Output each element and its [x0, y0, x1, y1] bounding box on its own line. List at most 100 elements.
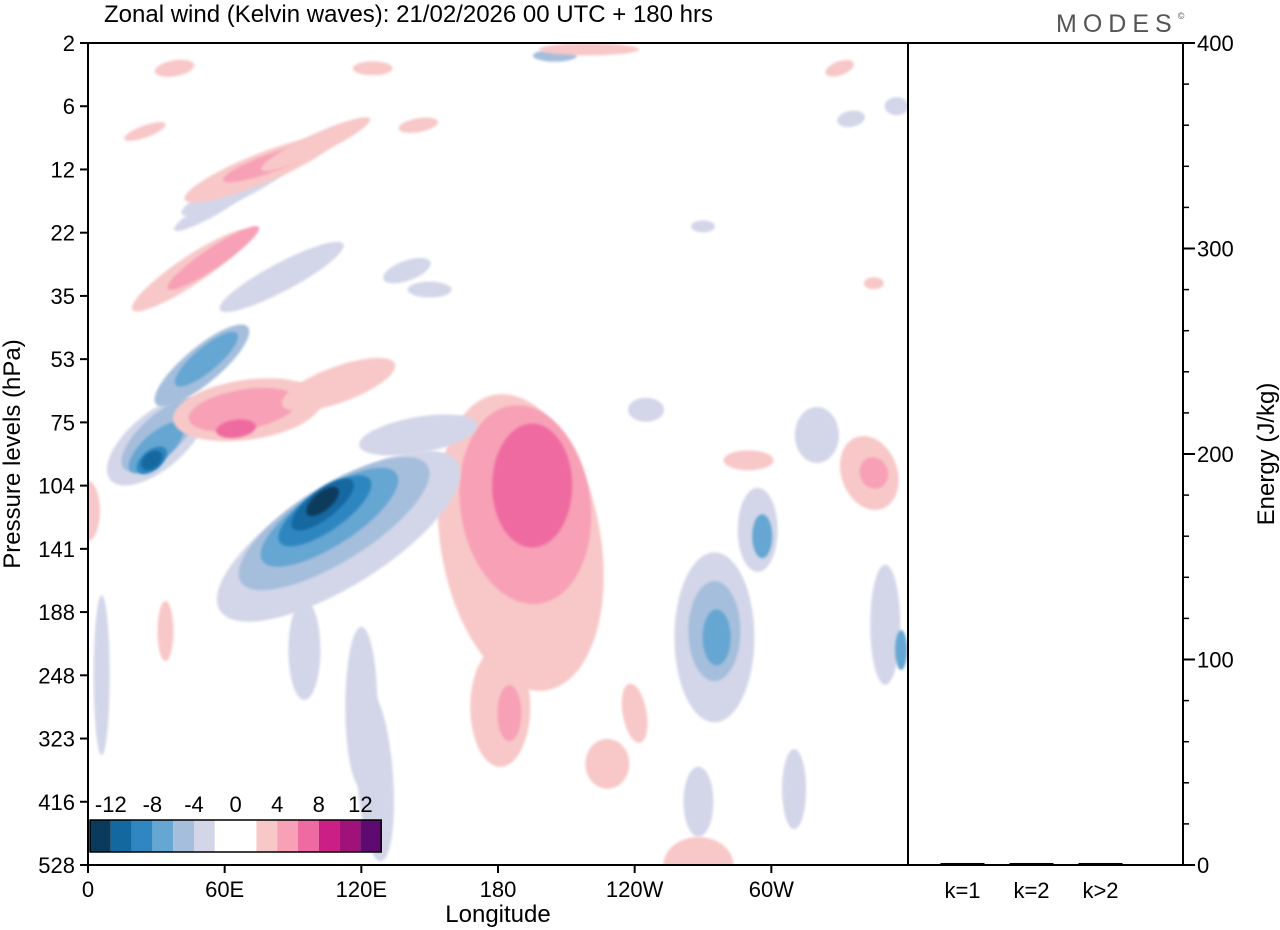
- wind-contour: [884, 97, 908, 116]
- wind-contour: [352, 61, 393, 76]
- energy-bar: [940, 862, 985, 865]
- wind-contour: [174, 331, 239, 387]
- x-tick-label: 120W: [606, 877, 664, 902]
- wind-contour: [281, 357, 396, 412]
- wind-contour: [124, 122, 166, 141]
- brand-logo: MODES©: [1056, 10, 1190, 38]
- wind-contour: [663, 837, 734, 865]
- colorbar-label: -12: [95, 792, 127, 817]
- chart-title: Zonal wind (Kelvin waves): 21/02/2026 00…: [104, 1, 713, 28]
- energy-tick-label: 200: [1197, 442, 1234, 467]
- wind-contour: [219, 241, 344, 313]
- energy-tick-label: 300: [1197, 237, 1234, 262]
- wind-contour: [870, 564, 901, 685]
- colorbar-swatch: [152, 820, 174, 852]
- colorbar-swatch: [256, 820, 278, 852]
- wind-contour: [167, 226, 260, 290]
- colorbar-swatch: [298, 820, 319, 852]
- y-tick-label: 416: [38, 790, 75, 815]
- y-tick-label: 2: [63, 31, 75, 56]
- wind-contour: [723, 450, 774, 471]
- wind-contour: [288, 600, 321, 701]
- x-tick-label: 0: [82, 877, 94, 902]
- wind-contour: [837, 110, 865, 128]
- wind-contour: [383, 257, 431, 284]
- wind-contour: [691, 220, 715, 233]
- wind-contour: [88, 480, 100, 541]
- wind-contour: [539, 43, 640, 56]
- colorbar-label: 8: [313, 792, 325, 817]
- colorbar-label: 12: [348, 792, 372, 817]
- wind-contour: [261, 117, 371, 172]
- x-tick-label: 180: [480, 877, 517, 902]
- wind-contour: [93, 595, 110, 756]
- wind-contour: [794, 407, 839, 464]
- brand-mark: ©: [1178, 11, 1191, 21]
- wind-contour: [628, 397, 665, 422]
- energy-bar-chart: 0 100 200 300 400 k=1 k=2 k>2: [940, 31, 1234, 903]
- wind-contour: [895, 630, 908, 671]
- wind-contour: [407, 281, 452, 298]
- wind-contour: [359, 414, 478, 456]
- y-tick-label: 75: [51, 410, 75, 435]
- x-tick-label: 60E: [205, 877, 244, 902]
- energy-tick-label: 0: [1197, 853, 1209, 878]
- y-tick-label: 528: [38, 853, 75, 878]
- zonal-wind-heatmap: [88, 43, 908, 865]
- energy-axis-label: Energy (J/kg): [1253, 383, 1280, 526]
- wind-contour: [216, 419, 256, 439]
- wind-contour: [398, 117, 439, 133]
- wind-contour: [306, 486, 339, 517]
- x-axis: 0 60E 120E 180 120W 60W: [82, 865, 794, 902]
- wind-contour: [752, 514, 773, 559]
- colorbar-swatch: [90, 820, 111, 852]
- wind-contour: [497, 685, 522, 742]
- colorbar-swatch: [214, 820, 236, 852]
- colorbar-swatch: [173, 820, 194, 852]
- colorbar-swatch: [235, 820, 257, 852]
- energy-category-label: k=1: [944, 878, 980, 903]
- y-tick-label: 104: [38, 474, 75, 499]
- wind-contour: [154, 59, 195, 77]
- wind-contour: [859, 457, 889, 489]
- wind-contour: [157, 601, 174, 662]
- wind-contour: [492, 423, 573, 548]
- y-tick-label: 22: [51, 221, 75, 246]
- y-tick-label: 35: [51, 284, 75, 309]
- colorbar-swatch: [194, 820, 215, 852]
- y-axis-label: Pressure levels (hPa): [0, 339, 26, 568]
- wind-contour: [356, 691, 394, 862]
- energy-tick-label: 100: [1197, 648, 1234, 673]
- colorbar-label: 0: [229, 792, 241, 817]
- wind-contour: [683, 766, 714, 837]
- energy-tick-label: 400: [1197, 31, 1234, 56]
- y-tick-label: 141: [38, 537, 75, 562]
- y-tick-label: 323: [38, 727, 75, 752]
- x-tick-label: 60W: [749, 877, 794, 902]
- energy-category-label: k=2: [1013, 878, 1049, 903]
- wind-contour: [141, 450, 163, 471]
- colorbar-label: -8: [143, 792, 163, 817]
- brand-name: MODES: [1056, 10, 1178, 38]
- wind-contour: [825, 59, 854, 77]
- colorbar-label: 4: [271, 792, 283, 817]
- wind-contour: [585, 738, 630, 789]
- energy-bar: [1009, 862, 1054, 865]
- wind-contour: [174, 183, 253, 231]
- y-tick-label: 188: [38, 600, 75, 625]
- colorbar-swatch: [318, 820, 340, 852]
- y-tick-label: 248: [38, 663, 75, 688]
- y-tick-label: 12: [51, 157, 75, 182]
- energy-category-label: k>2: [1082, 878, 1118, 903]
- y-tick-label: 53: [51, 347, 75, 372]
- colorbar-swatch: [110, 820, 132, 852]
- colorbar-swatch: [360, 820, 382, 852]
- wind-contour: [621, 683, 648, 743]
- colorbar-label: -4: [184, 792, 204, 817]
- y-tick-label: 6: [63, 94, 75, 119]
- wind-contour: [702, 609, 731, 666]
- wind-contour: [782, 749, 807, 830]
- colorbar-swatch: [131, 820, 153, 852]
- wind-contour: [863, 277, 884, 290]
